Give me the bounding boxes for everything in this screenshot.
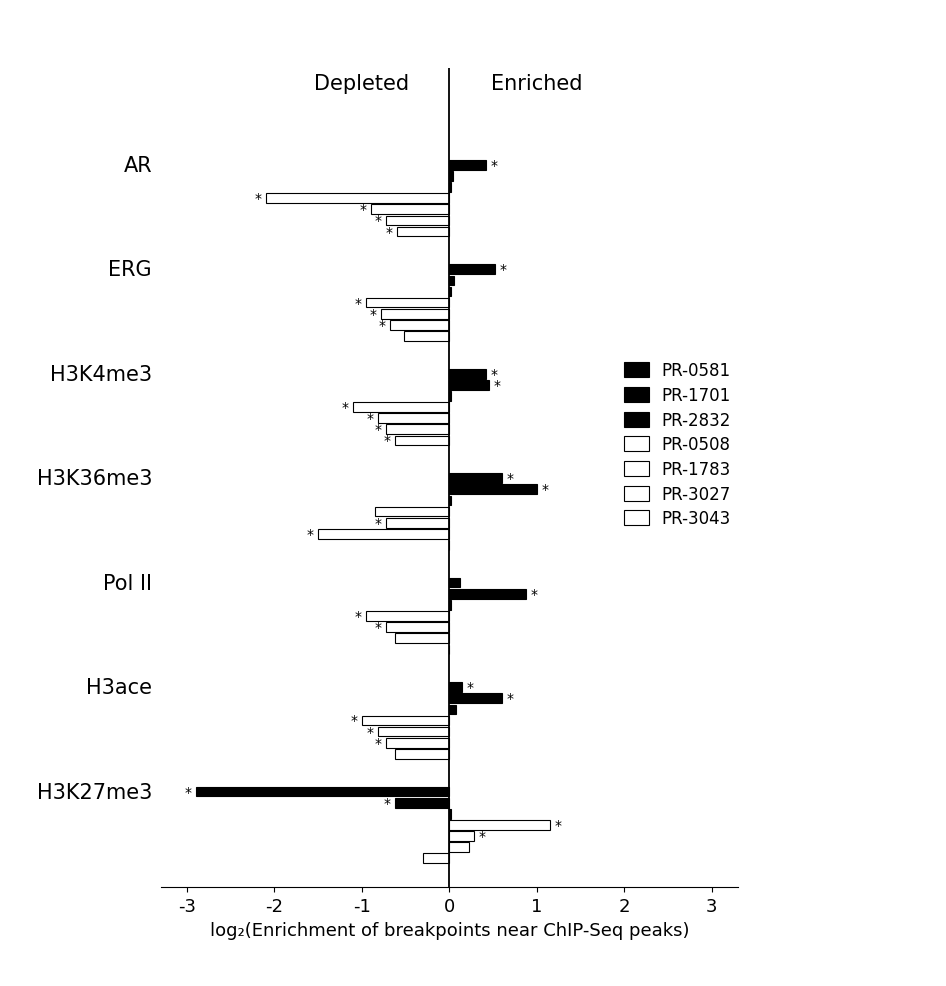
X-axis label: log₂(Enrichment of breakpoints near ChIP-Seq peaks): log₂(Enrichment of breakpoints near ChIP… bbox=[210, 921, 689, 939]
Bar bbox=[449, 161, 486, 171]
Bar bbox=[375, 507, 449, 517]
Bar bbox=[449, 183, 451, 192]
Text: ERG: ERG bbox=[109, 260, 152, 280]
Bar bbox=[449, 600, 451, 610]
Text: H3K27me3: H3K27me3 bbox=[37, 782, 152, 802]
Bar bbox=[449, 474, 501, 483]
Bar bbox=[377, 727, 449, 737]
Text: *: * bbox=[490, 368, 498, 382]
Bar bbox=[449, 172, 453, 181]
Text: *: * bbox=[384, 434, 391, 448]
Bar bbox=[386, 216, 449, 226]
Bar bbox=[449, 370, 486, 380]
Bar bbox=[366, 611, 449, 621]
Text: *: * bbox=[366, 412, 374, 426]
Text: *: * bbox=[375, 620, 382, 634]
Text: *: * bbox=[531, 587, 537, 601]
Bar bbox=[386, 622, 449, 632]
Text: Pol II: Pol II bbox=[103, 573, 152, 593]
Text: *: * bbox=[375, 736, 382, 750]
Legend: PR-0581, PR-1701, PR-2832, PR-0508, PR-1783, PR-3027, PR-3043: PR-0581, PR-1701, PR-2832, PR-0508, PR-1… bbox=[617, 355, 738, 534]
Text: *: * bbox=[506, 691, 513, 706]
Text: *: * bbox=[307, 528, 314, 541]
Text: *: * bbox=[351, 714, 358, 728]
Text: *: * bbox=[541, 483, 548, 497]
Bar bbox=[449, 381, 489, 390]
Bar bbox=[449, 496, 451, 506]
Text: *: * bbox=[490, 159, 498, 173]
Bar bbox=[449, 590, 526, 599]
Text: Depleted: Depleted bbox=[314, 74, 410, 94]
Bar bbox=[449, 391, 451, 401]
Bar bbox=[449, 694, 501, 703]
Bar bbox=[386, 425, 449, 435]
Bar bbox=[449, 810, 451, 818]
Bar bbox=[449, 276, 454, 286]
Bar bbox=[404, 332, 449, 341]
Bar bbox=[449, 578, 460, 588]
Bar bbox=[397, 228, 449, 238]
Bar bbox=[449, 265, 495, 275]
Text: *: * bbox=[355, 297, 362, 311]
Text: *: * bbox=[384, 796, 391, 810]
Text: *: * bbox=[554, 818, 561, 832]
Bar bbox=[395, 749, 449, 759]
Text: *: * bbox=[378, 318, 386, 332]
Bar bbox=[377, 414, 449, 424]
Text: *: * bbox=[466, 680, 474, 694]
Text: *: * bbox=[386, 226, 393, 240]
Bar bbox=[390, 320, 449, 330]
Bar bbox=[381, 310, 449, 319]
Bar bbox=[449, 287, 451, 297]
Bar bbox=[449, 705, 456, 715]
Text: *: * bbox=[478, 829, 485, 843]
Bar bbox=[366, 299, 449, 309]
Text: *: * bbox=[375, 516, 382, 530]
Bar bbox=[318, 529, 449, 539]
Text: H3K4me3: H3K4me3 bbox=[50, 365, 152, 385]
Text: *: * bbox=[506, 471, 513, 486]
Bar bbox=[371, 205, 449, 215]
Bar bbox=[386, 519, 449, 528]
Bar bbox=[353, 403, 449, 412]
Text: *: * bbox=[254, 192, 261, 206]
Text: *: * bbox=[366, 725, 374, 739]
Bar bbox=[449, 831, 474, 841]
Bar bbox=[395, 634, 449, 644]
Text: *: * bbox=[493, 379, 500, 392]
Bar bbox=[395, 436, 449, 446]
Bar bbox=[196, 787, 449, 797]
Text: *: * bbox=[342, 400, 349, 415]
Bar bbox=[449, 682, 463, 692]
Text: *: * bbox=[375, 423, 382, 437]
Text: *: * bbox=[370, 308, 377, 321]
Bar bbox=[386, 739, 449, 747]
Text: H3K36me3: H3K36me3 bbox=[37, 468, 152, 489]
Bar bbox=[266, 194, 449, 204]
Text: *: * bbox=[359, 203, 366, 217]
Text: *: * bbox=[355, 609, 362, 623]
Bar bbox=[423, 854, 449, 864]
Text: *: * bbox=[499, 263, 506, 277]
Text: AR: AR bbox=[123, 156, 152, 176]
Bar bbox=[362, 716, 449, 726]
Text: *: * bbox=[184, 785, 191, 799]
Text: *: * bbox=[375, 214, 382, 228]
Bar bbox=[395, 798, 449, 808]
Bar bbox=[449, 842, 468, 852]
Bar bbox=[449, 485, 536, 495]
Bar bbox=[449, 820, 550, 830]
Text: Enriched: Enriched bbox=[491, 74, 583, 94]
Text: H3ace: H3ace bbox=[86, 677, 152, 697]
